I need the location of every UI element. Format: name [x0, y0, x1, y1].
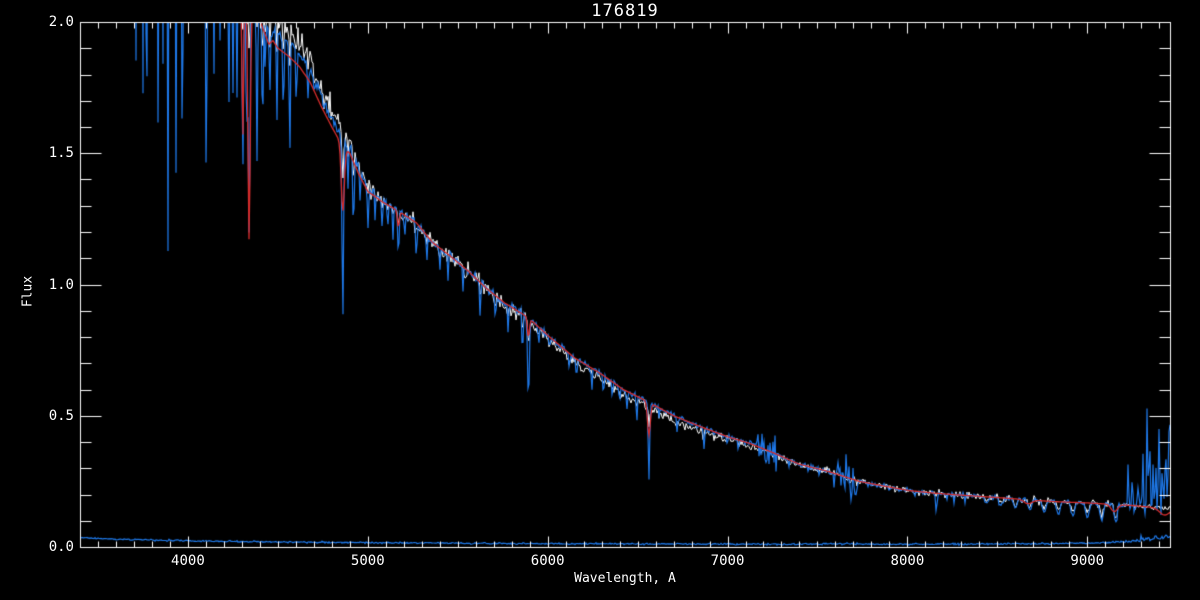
x-tick-label: 9000 — [1070, 553, 1105, 569]
y-tick-label: 0.5 — [48, 407, 74, 424]
x-tick-label: 6000 — [530, 553, 565, 569]
x-tick-label: 4000 — [171, 553, 205, 569]
x-tick-label: 8000 — [890, 553, 925, 569]
x-axis-label: Wavelength, A — [574, 571, 676, 586]
y-tick-label: 1.0 — [48, 276, 74, 293]
x-tick-label: 5000 — [350, 553, 385, 569]
y-tick-label: 1.5 — [48, 145, 74, 162]
y-tick-label: 2.0 — [48, 14, 74, 30]
x-tick-label: 7000 — [710, 553, 745, 569]
y-tick-label: 0.0 — [48, 539, 74, 555]
chart-title: 176819 — [591, 1, 659, 21]
